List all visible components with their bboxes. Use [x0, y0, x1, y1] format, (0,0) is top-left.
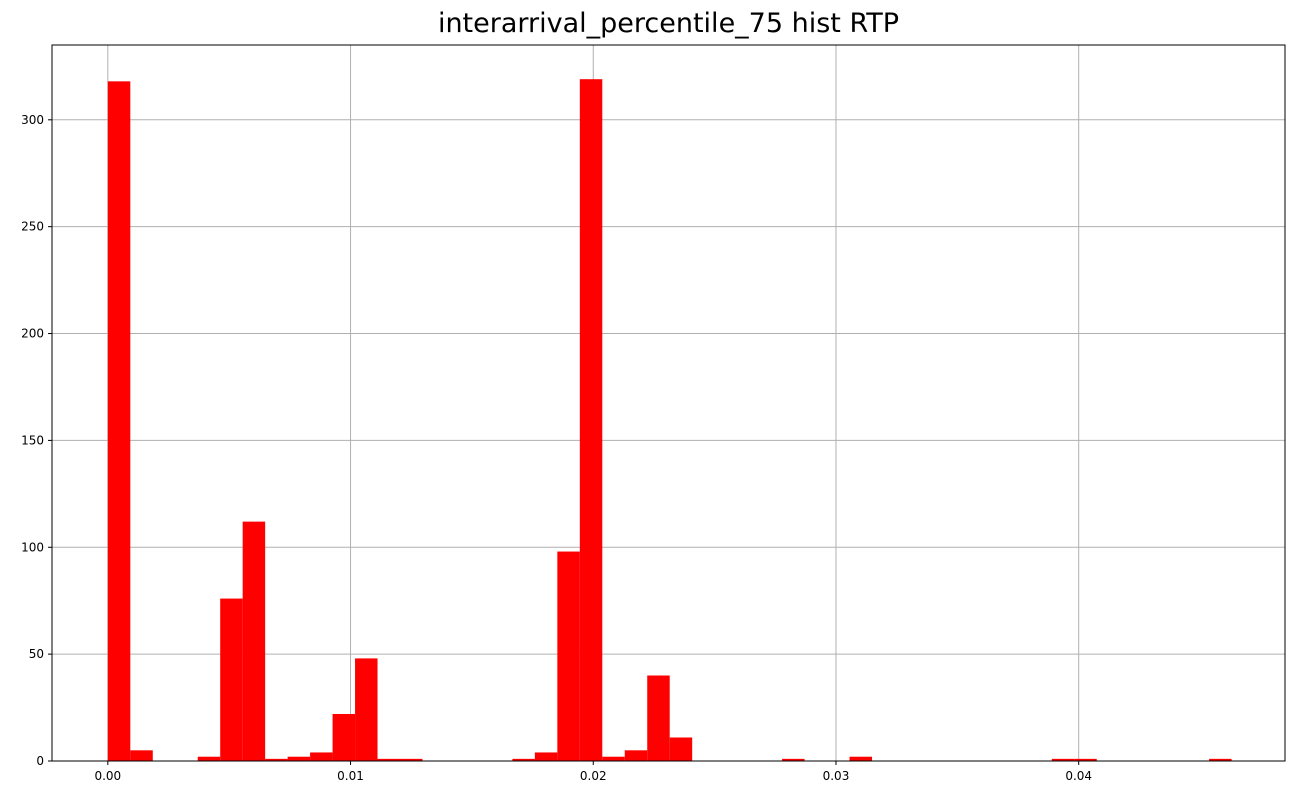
- x-tick-label: 0.03: [823, 769, 850, 783]
- x-axis: 0.00 0.01 0.02 0.03 0.04: [94, 761, 1092, 783]
- histogram-bar: [265, 758, 288, 761]
- histogram-bar: [242, 521, 266, 761]
- histogram-bar: [220, 598, 243, 761]
- y-tick-label: 300: [21, 113, 44, 127]
- y-tick-label: 250: [21, 220, 44, 234]
- histogram-bar: [1051, 758, 1075, 761]
- histogram-bar: [849, 756, 872, 761]
- y-tick-label: 50: [29, 647, 44, 661]
- histogram-bar: [557, 551, 580, 761]
- plot-frame: [51, 44, 1286, 762]
- y-axis: 0 50 100 150 200 250 300: [21, 113, 52, 768]
- histogram-bar: [1209, 758, 1232, 761]
- histogram-bar: [355, 658, 378, 761]
- histogram-bar: [782, 758, 805, 761]
- histogram-bar: [287, 756, 311, 761]
- y-tick-label: 200: [21, 327, 44, 341]
- histogram-bar: [579, 79, 603, 761]
- y-tick-label: 150: [21, 433, 44, 447]
- histogram-bar: [130, 750, 153, 761]
- histogram-bar: [602, 756, 625, 761]
- x-tick-label: 0.02: [580, 769, 607, 783]
- histogram-bars: [107, 79, 1232, 761]
- histogram-bar: [1074, 758, 1097, 761]
- histogram-bar: [534, 752, 558, 761]
- histogram-bar: [197, 756, 221, 761]
- histogram-bar: [669, 737, 693, 761]
- histogram-bar: [624, 750, 648, 761]
- histogram-bar: [400, 758, 423, 761]
- histogram-bar: [310, 752, 333, 761]
- histogram-bar: [107, 81, 131, 761]
- histogram-bar: [332, 713, 356, 761]
- x-tick-label: 0.04: [1065, 769, 1092, 783]
- histogram-bar: [512, 758, 535, 761]
- y-tick-label: 0: [36, 754, 44, 768]
- chart-title: interarrival_percentile_75 hist RTP: [437, 8, 900, 39]
- x-tick-label: 0.00: [94, 769, 121, 783]
- x-tick-label: 0.01: [337, 769, 364, 783]
- y-tick-label: 100: [21, 540, 44, 554]
- histogram-bar: [647, 675, 670, 761]
- histogram-bar: [377, 758, 401, 761]
